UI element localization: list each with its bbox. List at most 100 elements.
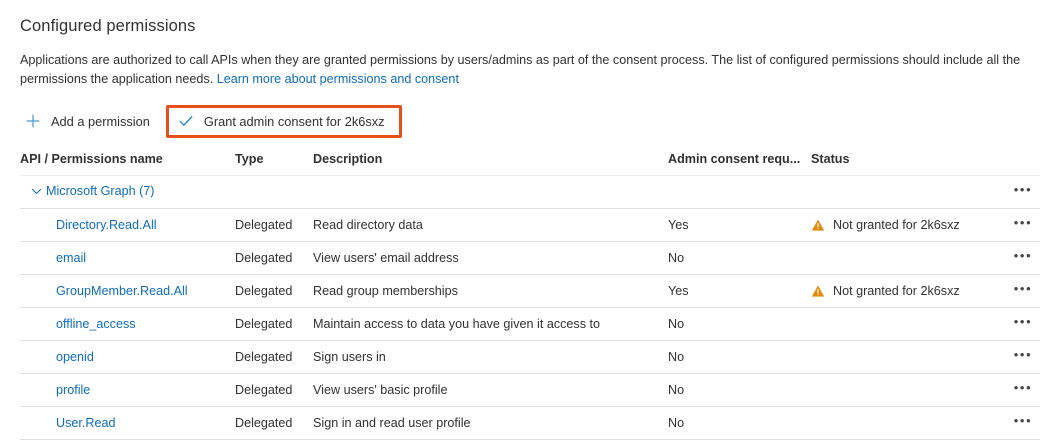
- permission-name-cell: profile: [20, 373, 235, 407]
- table-header-row: API / Permissions name Type Description …: [20, 152, 1040, 176]
- description-text: Applications are authorized to call APIs…: [20, 53, 1021, 86]
- table-row[interactable]: GroupMember.Read.All Delegated Read grou…: [20, 274, 1040, 308]
- column-header-api-permissions-name[interactable]: API / Permissions name: [20, 152, 163, 166]
- table-row[interactable]: email Delegated View users' email addres…: [20, 241, 1040, 275]
- more-actions-button[interactable]: •••: [1013, 314, 1033, 329]
- row-more-cell: •••: [996, 307, 1040, 341]
- warning-icon: [811, 218, 825, 232]
- permissions-table-body: Microsoft Graph (7) ••• Directory.Read.A…: [20, 175, 1040, 440]
- row-more-cell: •••: [996, 340, 1040, 374]
- row-more-cell: •••: [996, 208, 1040, 242]
- status-badge: Not granted for 2k6sxz: [811, 284, 996, 298]
- permission-type-cell: Delegated: [235, 241, 313, 275]
- permission-status-cell: [811, 373, 996, 407]
- table-row[interactable]: offline_access Delegated Maintain access…: [20, 307, 1040, 341]
- permission-name-link[interactable]: offline_access: [56, 317, 136, 331]
- section-description: Applications are authorized to call APIs…: [20, 37, 1040, 88]
- table-row[interactable]: openid Delegated Sign users in No •••: [20, 340, 1040, 374]
- permission-status-cell: Not granted for 2k6sxz: [811, 208, 996, 242]
- permission-admin-consent-cell: No: [668, 373, 811, 407]
- learn-more-link[interactable]: Learn more about permissions and consent: [216, 71, 459, 86]
- more-actions-button[interactable]: •••: [1013, 182, 1033, 197]
- grant-consent-highlight: Grant admin consent for 2k6sxz: [165, 104, 402, 138]
- table-row[interactable]: Directory.Read.All Delegated Read direct…: [20, 208, 1040, 242]
- permission-type-cell: Delegated: [235, 340, 313, 374]
- permissions-table: API / Permissions name Type Description …: [20, 152, 1040, 440]
- more-actions-button[interactable]: •••: [1013, 347, 1033, 362]
- checkmark-icon: [177, 112, 195, 130]
- permission-description-cell: Sign in and read user profile: [313, 406, 668, 440]
- permission-description-cell: Read directory data: [313, 208, 668, 242]
- permission-admin-consent-cell: Yes: [668, 274, 811, 308]
- grant-admin-consent-button[interactable]: Grant admin consent for 2k6sxz: [173, 105, 395, 137]
- add-a-permission-label: Add a permission: [51, 113, 150, 129]
- permission-status-cell: [811, 406, 996, 440]
- permission-admin-consent-cell: No: [668, 406, 811, 440]
- permission-name-link[interactable]: email: [56, 251, 87, 265]
- more-actions-button[interactable]: •••: [1013, 380, 1033, 395]
- permission-name-link[interactable]: openid: [56, 350, 94, 364]
- permission-status-cell: Not granted for 2k6sxz: [811, 274, 996, 308]
- grant-admin-consent-label: Grant admin consent for 2k6sxz: [203, 113, 385, 129]
- permission-name-link[interactable]: profile: [56, 383, 91, 397]
- permission-description-cell: Read group memberships: [313, 274, 668, 308]
- row-more-cell: •••: [996, 241, 1040, 275]
- column-header-type[interactable]: Type: [235, 152, 264, 166]
- permission-type-cell: Delegated: [235, 208, 313, 242]
- status-badge: Not granted for 2k6sxz: [811, 218, 996, 232]
- more-actions-button[interactable]: •••: [1013, 281, 1033, 296]
- more-actions-button[interactable]: •••: [1013, 413, 1033, 428]
- api-group-row[interactable]: Microsoft Graph (7) •••: [20, 175, 1040, 209]
- row-more-cell: •••: [996, 274, 1040, 308]
- more-actions-button[interactable]: •••: [1013, 248, 1033, 263]
- row-more-cell: •••: [996, 373, 1040, 407]
- row-more-cell: •••: [996, 406, 1040, 440]
- table-row[interactable]: profile Delegated View users' basic prof…: [20, 373, 1040, 407]
- more-actions-button[interactable]: •••: [1013, 215, 1033, 230]
- permission-status-cell: [811, 340, 996, 374]
- permission-description-cell: Maintain access to data you have given i…: [313, 307, 668, 341]
- permission-name-cell: email: [20, 241, 235, 275]
- plus-icon: [24, 112, 42, 130]
- api-group-cell: Microsoft Graph (7): [20, 175, 996, 209]
- permission-type-cell: Delegated: [235, 373, 313, 407]
- permission-type-cell: Delegated: [235, 406, 313, 440]
- warning-icon: [811, 284, 825, 298]
- permission-name-cell: User.Read: [20, 406, 235, 440]
- command-bar: Add a permission Grant admin consent for…: [20, 88, 1040, 138]
- column-header-description[interactable]: Description: [313, 152, 383, 166]
- table-bottom-rule-cell: [20, 439, 1040, 440]
- api-group-more-cell: •••: [996, 175, 1040, 209]
- permission-description-cell: View users' email address: [313, 241, 668, 275]
- table-bottom-rule: [20, 439, 1040, 440]
- status-text: Not granted for 2k6sxz: [833, 284, 960, 298]
- add-a-permission-button[interactable]: Add a permission: [20, 105, 160, 137]
- permission-description-cell: View users' basic profile: [313, 373, 668, 407]
- permission-name-cell: openid: [20, 340, 235, 374]
- page-title: Configured permissions: [20, 17, 196, 35]
- microsoft-graph-group-toggle[interactable]: Microsoft Graph (7): [30, 184, 154, 198]
- permission-status-cell: [811, 241, 996, 275]
- permission-description-cell: Sign users in: [313, 340, 668, 374]
- table-row[interactable]: User.Read Delegated Sign in and read use…: [20, 406, 1040, 440]
- permission-name-link[interactable]: User.Read: [56, 416, 116, 430]
- permission-name-link[interactable]: GroupMember.Read.All: [56, 284, 188, 298]
- api-group-label: Microsoft Graph (7): [46, 184, 155, 199]
- permission-admin-consent-cell: No: [668, 241, 811, 275]
- permission-name-cell: GroupMember.Read.All: [20, 274, 235, 308]
- column-header-actions: [996, 152, 1040, 176]
- permission-type-cell: Delegated: [235, 307, 313, 341]
- permission-admin-consent-cell: Yes: [668, 208, 811, 242]
- permission-name-cell: offline_access: [20, 307, 235, 341]
- column-header-admin-consent-required[interactable]: Admin consent requ...: [668, 152, 801, 166]
- permission-name-cell: Directory.Read.All: [20, 208, 235, 242]
- permission-status-cell: [811, 307, 996, 341]
- chevron-down-icon: [30, 185, 42, 197]
- status-text: Not granted for 2k6sxz: [833, 218, 960, 232]
- column-header-status[interactable]: Status: [811, 152, 850, 166]
- permission-name-link[interactable]: Directory.Read.All: [56, 218, 157, 232]
- permission-admin-consent-cell: No: [668, 307, 811, 341]
- permission-admin-consent-cell: No: [668, 340, 811, 374]
- permission-type-cell: Delegated: [235, 274, 313, 308]
